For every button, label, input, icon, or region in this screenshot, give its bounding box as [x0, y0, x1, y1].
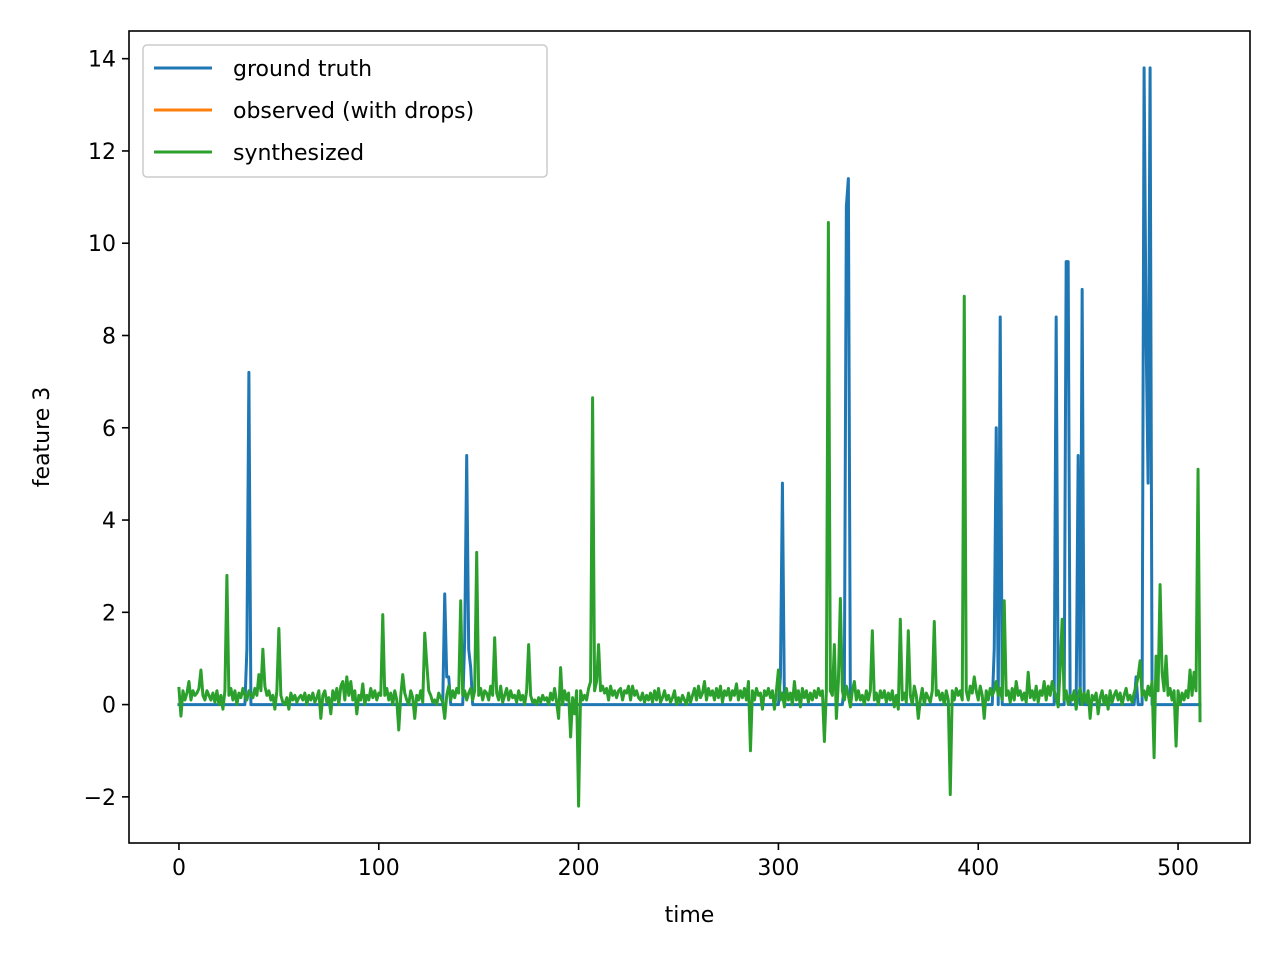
- y-axis-label: feature 3: [30, 387, 55, 487]
- plot-frame: [128, 30, 1251, 844]
- legend-label-0: ground truth: [233, 57, 372, 82]
- y-tick-label: 6: [102, 417, 116, 442]
- y-tick-label: 14: [88, 48, 116, 73]
- y-tick-label: 4: [102, 509, 116, 534]
- y-tick-label: 8: [102, 325, 116, 350]
- y-tick-label: 0: [102, 694, 116, 719]
- legend-label-1: observed (with drops): [233, 99, 474, 124]
- legend-box: [142, 44, 548, 178]
- x-tick-label: 200: [558, 856, 600, 881]
- series-line-2: [177, 220, 1202, 808]
- y-tick-label: 12: [88, 140, 116, 165]
- y-tick-label: −2: [84, 786, 116, 811]
- x-tick-label: 300: [757, 856, 799, 881]
- x-tick-label: 0: [172, 856, 186, 881]
- y-axis: −2 0 2 4 6 8 10 12 14: [84, 48, 129, 811]
- legend-label-2: synthesized: [233, 141, 364, 166]
- y-tick-label: 10: [88, 232, 116, 257]
- x-tick-label: 500: [1157, 856, 1199, 881]
- x-tick-label: 400: [957, 856, 999, 881]
- legend: ground truth observed (with drops) synthes…: [142, 44, 548, 178]
- x-axis: 0 100 200 300 400 500: [172, 843, 1199, 881]
- series-layer: [177, 66, 1202, 808]
- x-tick-label: 100: [358, 856, 400, 881]
- x-axis-label: time: [665, 903, 715, 928]
- y-tick-label: 2: [102, 601, 116, 626]
